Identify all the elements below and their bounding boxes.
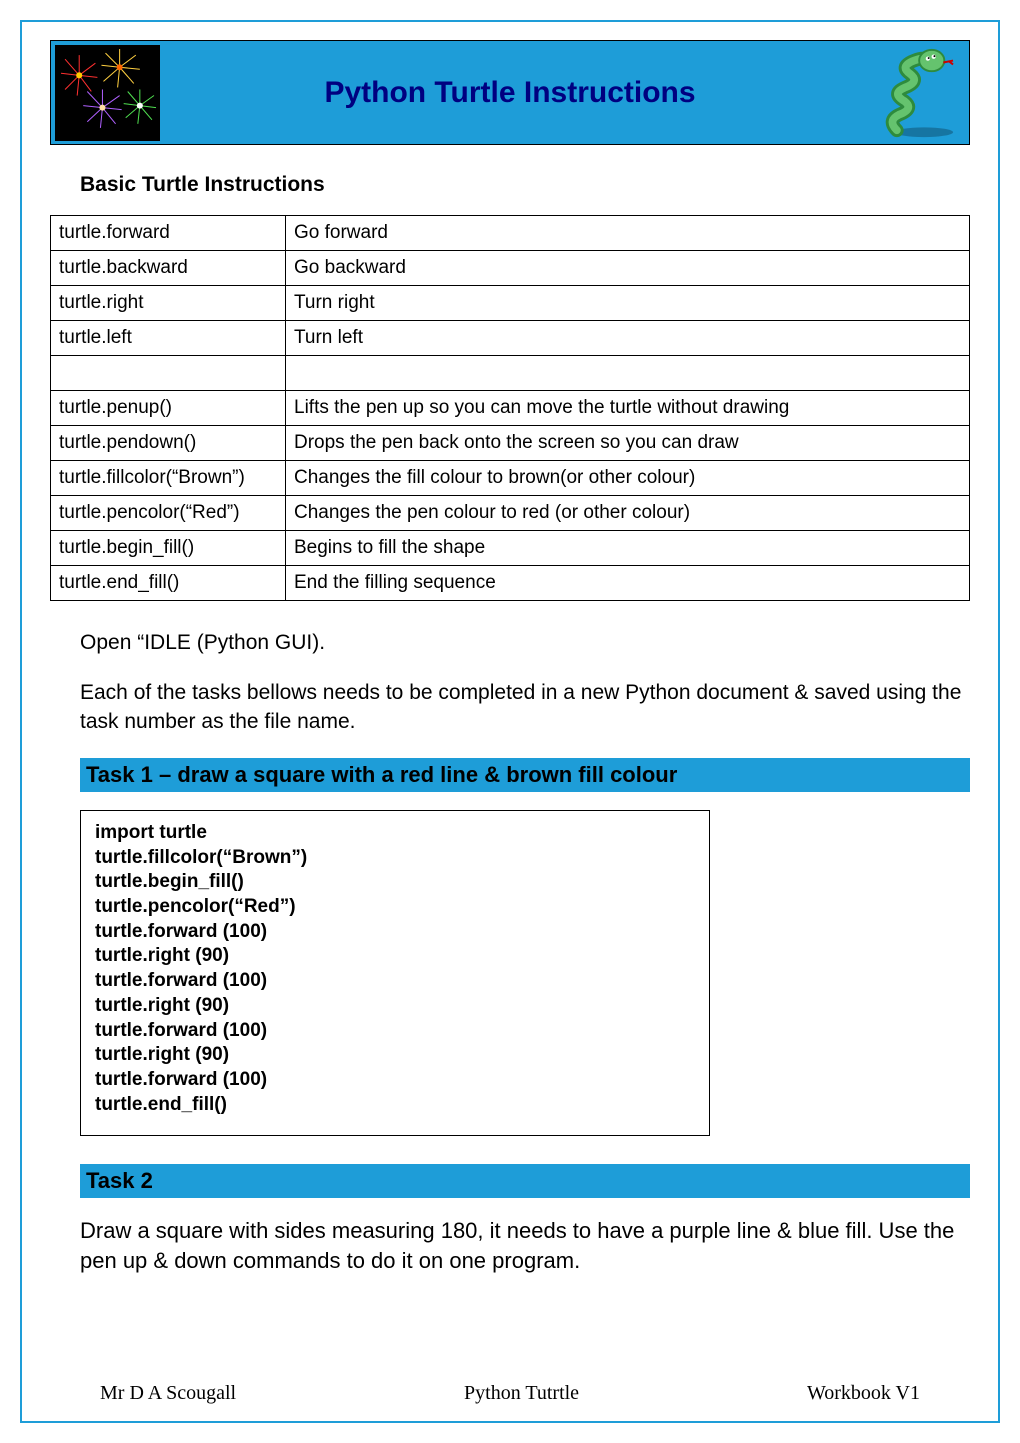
- command-cell: turtle.pencolor(“Red”): [51, 496, 286, 531]
- footer-version: Workbook V1: [807, 1382, 920, 1405]
- table-row: turtle.penup()Lifts the pen up so you ca…: [51, 391, 970, 426]
- description-cell: Changes the pen colour to red (or other …: [286, 496, 970, 531]
- description-cell: Changes the fill colour to brown(or othe…: [286, 461, 970, 496]
- python-snake-icon: [885, 47, 963, 139]
- description-cell: Begins to fill the shape: [286, 531, 970, 566]
- table-row: turtle.backwardGo backward: [51, 251, 970, 286]
- section-heading: Basic Turtle Instructions: [80, 173, 970, 197]
- table-row: turtle.rightTurn right: [51, 286, 970, 321]
- table-row: turtle.forwardGo forward: [51, 216, 970, 251]
- command-cell: turtle.fillcolor(“Brown”): [51, 461, 286, 496]
- command-cell: turtle.penup(): [51, 391, 286, 426]
- table-row: turtle.pendown()Drops the pen back onto …: [51, 426, 970, 461]
- command-cell: turtle.end_fill(): [51, 566, 286, 601]
- fireworks-icon: [55, 45, 160, 141]
- description-cell: Go backward: [286, 251, 970, 286]
- command-cell: turtle.left: [51, 321, 286, 356]
- description-cell: Drops the pen back onto the screen so yo…: [286, 426, 970, 461]
- description-cell: [286, 356, 970, 391]
- description-cell: Turn left: [286, 321, 970, 356]
- table-row: turtle.begin_fill()Begins to fill the sh…: [51, 531, 970, 566]
- task1-heading: Task 1 – draw a square with a red line &…: [80, 758, 970, 792]
- task2-text: Draw a square with sides measuring 180, …: [80, 1216, 970, 1275]
- table-row: turtle.end_fill()End the filling sequenc…: [51, 566, 970, 601]
- task1-code: import turtle turtle.fillcolor(“Brown”) …: [80, 810, 710, 1136]
- command-cell: turtle.backward: [51, 251, 286, 286]
- table-row: turtle.leftTurn left: [51, 321, 970, 356]
- instructions-table: turtle.forwardGo forwardturtle.backwardG…: [50, 215, 970, 601]
- command-cell: turtle.begin_fill(): [51, 531, 286, 566]
- footer-title: Python Tutrtle: [464, 1382, 579, 1405]
- page-title: Python Turtle Instructions: [324, 76, 695, 110]
- header-bar: Python Turtle Instructions: [50, 40, 970, 145]
- table-row: turtle.pencolor(“Red”)Changes the pen co…: [51, 496, 970, 531]
- footer-author: Mr D A Scougall: [100, 1382, 236, 1405]
- command-cell: turtle.right: [51, 286, 286, 321]
- command-cell: turtle.pendown(): [51, 426, 286, 461]
- description-cell: Lifts the pen up so you can move the tur…: [286, 391, 970, 426]
- task2-heading: Task 2: [80, 1164, 970, 1198]
- intro-paragraph-2: Each of the tasks bellows needs to be co…: [80, 679, 970, 736]
- table-row: turtle.fillcolor(“Brown”)Changes the fil…: [51, 461, 970, 496]
- intro-paragraph-1: Open “IDLE (Python GUI).: [80, 629, 970, 657]
- page-border: Python Turtle Instructions Basic Turtle …: [20, 20, 1000, 1423]
- table-row: [51, 356, 970, 391]
- command-cell: [51, 356, 286, 391]
- command-cell: turtle.forward: [51, 216, 286, 251]
- description-cell: Turn right: [286, 286, 970, 321]
- footer: Mr D A Scougall Python Tutrtle Workbook …: [50, 1382, 970, 1405]
- description-cell: End the filling sequence: [286, 566, 970, 601]
- description-cell: Go forward: [286, 216, 970, 251]
